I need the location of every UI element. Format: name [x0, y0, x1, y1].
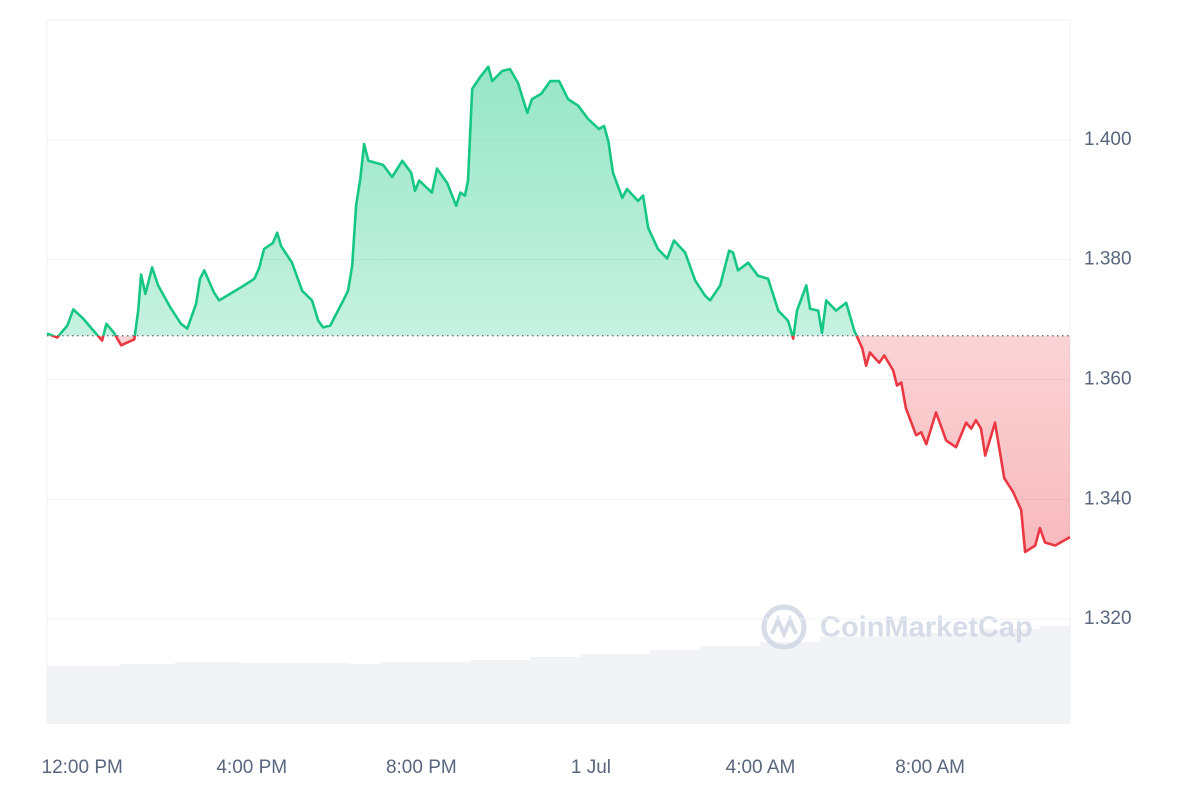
area-down	[47, 335, 1070, 552]
watermark-logo	[770, 614, 798, 640]
y-tick-label: 1.400	[1084, 129, 1132, 150]
price-line-down	[49, 335, 1071, 554]
y-tick-label: 1.360	[1084, 369, 1132, 390]
watermark: CoinMarketCap	[761, 604, 1033, 650]
y-tick-label: 1.380	[1084, 249, 1132, 270]
watermark-logo	[761, 604, 807, 650]
volume-background	[47, 626, 1070, 724]
watermark-text: CoinMarketCap	[820, 612, 1033, 644]
price-line-up	[46, 65, 859, 336]
x-tick-label: 1 Jul	[571, 757, 611, 778]
x-tick-label: 8:00 AM	[895, 757, 965, 778]
area-up	[47, 66, 857, 336]
x-tick-label: 8:00 PM	[386, 757, 457, 778]
y-tick-label: 1.340	[1084, 488, 1132, 509]
x-tick-label: 4:00 PM	[216, 757, 287, 778]
y-tick-label: 1.320	[1084, 608, 1132, 629]
x-tick-label: 4:00 AM	[726, 757, 796, 778]
x-tick-label: 12:00 PM	[42, 757, 123, 778]
